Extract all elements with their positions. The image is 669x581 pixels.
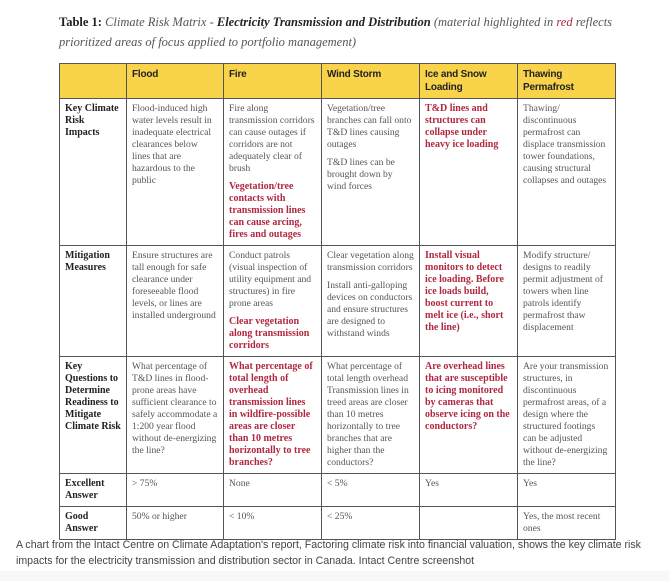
note-red-word: red bbox=[556, 15, 573, 29]
image-caption: A chart from the Intact Centre on Climat… bbox=[16, 539, 641, 567]
footer-band bbox=[0, 571, 669, 581]
table-cell: < 5% bbox=[321, 473, 420, 507]
cell-text: < 5% bbox=[327, 478, 348, 489]
column-header: Thawing Permafrost bbox=[517, 63, 616, 99]
table-cell: Ensure structures are tall enough for sa… bbox=[126, 245, 224, 357]
column-header: Flood bbox=[126, 63, 224, 99]
highlighted-text: Install visual monitors to detect ice lo… bbox=[425, 250, 504, 333]
table-row: Key Questions to Determine Readiness to … bbox=[59, 356, 616, 474]
cell-text: Are your transmission structures, in dis… bbox=[523, 361, 609, 468]
table-row: Key Climate Risk Impacts Flood-induced hi… bbox=[59, 98, 616, 246]
cell-text: Modify structure/ designs to readily per… bbox=[523, 250, 603, 333]
table-cell: 50% or higher bbox=[126, 506, 224, 540]
cell-text: T&D lines can be brought down by wind fo… bbox=[327, 157, 395, 192]
column-header: Ice and Snow Loading bbox=[419, 63, 518, 99]
table-cell: Are overhead lines that are susceptible … bbox=[419, 356, 518, 474]
cell-text: Ensure structures are tall enough for sa… bbox=[132, 250, 216, 321]
table-cell: T&D lines and structures can collapse un… bbox=[419, 98, 518, 246]
table-row: Good Answer 50% or higher < 10% < 25% Yes, t… bbox=[59, 506, 616, 540]
table-cell: What percentage of total length of overh… bbox=[223, 356, 322, 474]
cell-text: < 25% bbox=[327, 511, 353, 522]
table-subtitle: Climate Risk Matrix - bbox=[105, 15, 214, 29]
row-label: Key Climate Risk Impacts bbox=[59, 98, 127, 246]
table-cell: Yes bbox=[419, 473, 518, 507]
cell-text: What percentage of total length overhead… bbox=[327, 361, 409, 468]
table-cell: What percentage of T&D lines in flood-pr… bbox=[126, 356, 224, 474]
note-after: reflects prioritized areas of focus appl… bbox=[59, 15, 613, 49]
cell-text: Yes bbox=[523, 478, 537, 489]
table-cell: Fire along transmission corridors can ca… bbox=[223, 98, 322, 246]
row-label: Good Answer bbox=[59, 506, 127, 540]
note-before: (material highlighted in bbox=[433, 15, 554, 29]
cell-text: Yes, the most recent ones bbox=[523, 511, 601, 534]
table-cell: Vegetation/tree branches can fall onto T… bbox=[321, 98, 420, 246]
highlighted-text: T&D lines and structures can collapse un… bbox=[425, 103, 499, 150]
table-row: Mitigation Measures Ensure structures are… bbox=[59, 245, 616, 357]
cell-text: None bbox=[229, 478, 250, 489]
table-cell: Flood-induced high water levels result i… bbox=[126, 98, 224, 246]
table-cell: < 10% bbox=[223, 506, 322, 540]
cell-text: 50% or higher bbox=[132, 511, 187, 522]
cell-text: Conduct patrols (visual inspection of ut… bbox=[229, 250, 312, 309]
column-header bbox=[59, 63, 127, 99]
table-cell: Install visual monitors to detect ice lo… bbox=[419, 245, 518, 357]
climate-risk-matrix: Flood Fire Wind Storm Ice and Snow Loading T… bbox=[59, 63, 616, 540]
row-label: Key Questions to Determine Readiness to … bbox=[59, 356, 127, 474]
cell-text: Vegetation/tree branches can fall onto T… bbox=[327, 103, 412, 150]
cell-text: > 75% bbox=[132, 478, 158, 489]
cell-text: Clear vegetation along transmission corr… bbox=[327, 250, 414, 273]
column-header: Wind Storm bbox=[321, 63, 420, 99]
cell-text: Flood-induced high water levels result i… bbox=[132, 103, 212, 186]
cell-text: Thawing/ discontinuous permafrost can di… bbox=[523, 103, 607, 186]
table-cell: What percentage of total length overhead… bbox=[321, 356, 420, 474]
highlighted-text: Vegetation/tree contacts with transmissi… bbox=[229, 181, 306, 240]
cell-text: < 10% bbox=[229, 511, 255, 522]
table-cell: Conduct patrols (visual inspection of ut… bbox=[223, 245, 322, 357]
table-cell: Clear vegetation along transmission corr… bbox=[321, 245, 420, 357]
table-cell: None bbox=[223, 473, 322, 507]
table-cell: < 25% bbox=[321, 506, 420, 540]
table-cell: Are your transmission structures, in dis… bbox=[517, 356, 616, 474]
table-cell bbox=[419, 506, 518, 540]
row-label: Excellent Answer bbox=[59, 473, 127, 507]
cell-text: Yes bbox=[425, 478, 439, 489]
table-cell: Yes, the most recent ones bbox=[517, 506, 616, 540]
table-topic: Electricity Transmission and Distributio… bbox=[216, 15, 431, 29]
highlighted-text: What percentage of total length of overh… bbox=[229, 361, 313, 468]
cell-text: Fire along transmission corridors can ca… bbox=[229, 103, 315, 174]
column-header: Fire bbox=[223, 63, 322, 99]
header-row: Flood Fire Wind Storm Ice and Snow Loading T… bbox=[59, 63, 616, 99]
table-number: Table 1: bbox=[59, 15, 102, 29]
highlighted-text: Are overhead lines that are susceptible … bbox=[425, 361, 510, 432]
table-title: Table 1: Climate Risk Matrix - Electrici… bbox=[59, 12, 619, 52]
table-cell: Yes bbox=[517, 473, 616, 507]
table-cell: Modify structure/ designs to readily per… bbox=[517, 245, 616, 357]
row-label: Mitigation Measures bbox=[59, 245, 127, 357]
table-cell: Thawing/ discontinuous permafrost can di… bbox=[517, 98, 616, 246]
highlighted-text: Clear vegetation along transmission corr… bbox=[229, 316, 310, 351]
table-cell: > 75% bbox=[126, 473, 224, 507]
table-row: Excellent Answer > 75% None < 5% Yes Yes bbox=[59, 473, 616, 507]
cell-text: Install anti-galloping devices on conduc… bbox=[327, 280, 413, 339]
cell-text: What percentage of T&D lines in flood-pr… bbox=[132, 361, 218, 456]
